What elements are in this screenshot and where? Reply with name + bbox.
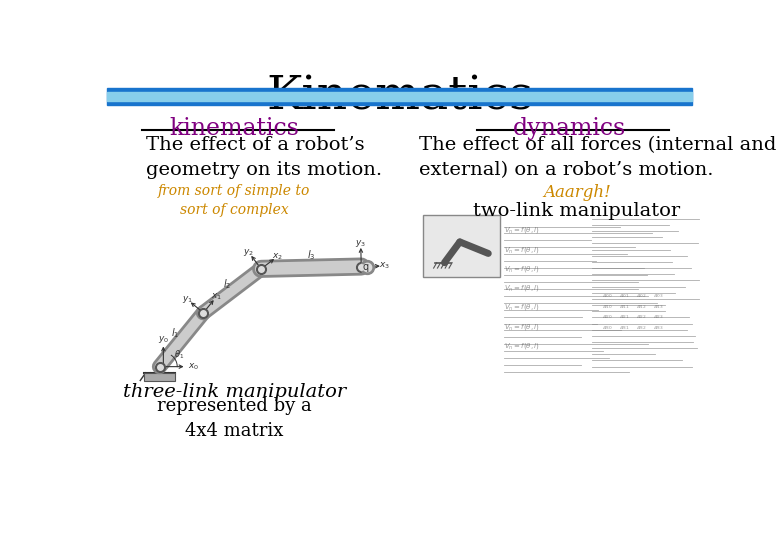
Text: $a_{23}$: $a_{23}$: [653, 313, 664, 321]
Text: $a_{32}$: $a_{32}$: [636, 324, 647, 332]
Text: represented by a
4x4 matrix: represented by a 4x4 matrix: [157, 397, 311, 441]
Text: $a_{13}$: $a_{13}$: [653, 302, 664, 310]
Text: $l_3$: $l_3$: [307, 248, 316, 262]
Text: The effect of all forces (internal and
external) on a robot’s motion.: The effect of all forces (internal and e…: [419, 136, 776, 179]
Text: $V_n = f(\theta, l)$: $V_n = f(\theta, l)$: [504, 322, 540, 332]
Text: from sort of simple to
sort of complex: from sort of simple to sort of complex: [158, 184, 310, 217]
Text: $\theta_1$: $\theta_1$: [174, 348, 184, 361]
Text: $y_0$: $y_0$: [158, 334, 169, 345]
Text: $V_n = f(\theta, l)$: $V_n = f(\theta, l)$: [504, 283, 540, 293]
Text: $a_{00}$: $a_{00}$: [602, 292, 613, 300]
Text: $x_1$: $x_1$: [211, 292, 222, 302]
Text: $a_{02}$: $a_{02}$: [636, 292, 647, 300]
Text: The effect of a robot’s
geometry on its motion.: The effect of a robot’s geometry on its …: [146, 136, 381, 179]
Text: $a_{03}$: $a_{03}$: [653, 292, 664, 300]
Text: $l_1$: $l_1$: [171, 326, 179, 340]
Text: $l_2$: $l_2$: [223, 277, 232, 291]
Text: $a_{31}$: $a_{31}$: [619, 324, 630, 332]
Text: $a_{22}$: $a_{22}$: [636, 313, 647, 321]
Text: q: q: [362, 261, 368, 272]
Text: $y_3$: $y_3$: [355, 238, 367, 249]
Text: three-link manipulator: three-link manipulator: [122, 383, 346, 401]
Text: $y_1$: $y_1$: [182, 294, 193, 305]
Bar: [107, 88, 693, 105]
Text: two-link manipulator: two-link manipulator: [473, 202, 680, 220]
Text: Aaargh!: Aaargh!: [543, 184, 611, 201]
Text: $V_n = f(\theta, l)$: $V_n = f(\theta, l)$: [504, 341, 540, 351]
Text: kinematics: kinematics: [169, 117, 300, 140]
Text: $V_n = f(\theta, l)$: $V_n = f(\theta, l)$: [504, 245, 540, 254]
Text: $a_{30}$: $a_{30}$: [602, 324, 613, 332]
Text: dynamics: dynamics: [512, 117, 626, 140]
Text: $x_0$: $x_0$: [188, 361, 199, 372]
Text: $a_{20}$: $a_{20}$: [602, 313, 613, 321]
Text: Kinematics: Kinematics: [266, 74, 534, 119]
Text: $a_{21}$: $a_{21}$: [619, 313, 630, 321]
Bar: [423, 215, 500, 276]
Text: $a_{12}$: $a_{12}$: [636, 302, 647, 310]
Text: $x_3$: $x_3$: [379, 261, 390, 271]
Text: $a_{01}$: $a_{01}$: [619, 292, 630, 300]
Text: $V_n = f(\theta, l)$: $V_n = f(\theta, l)$: [504, 302, 540, 312]
Text: $a_{11}$: $a_{11}$: [619, 302, 630, 310]
Text: $a_{10}$: $a_{10}$: [602, 302, 613, 310]
Text: $x_2$: $x_2$: [272, 251, 283, 261]
Text: $V_n = f(\theta, l)$: $V_n = f(\theta, l)$: [504, 225, 540, 235]
Text: $V_n = f(\theta, l)$: $V_n = f(\theta, l)$: [504, 264, 540, 274]
Text: $a_{33}$: $a_{33}$: [653, 324, 664, 332]
Bar: [107, 92, 693, 101]
Text: $y_2$: $y_2$: [243, 247, 254, 258]
Bar: [144, 373, 175, 381]
